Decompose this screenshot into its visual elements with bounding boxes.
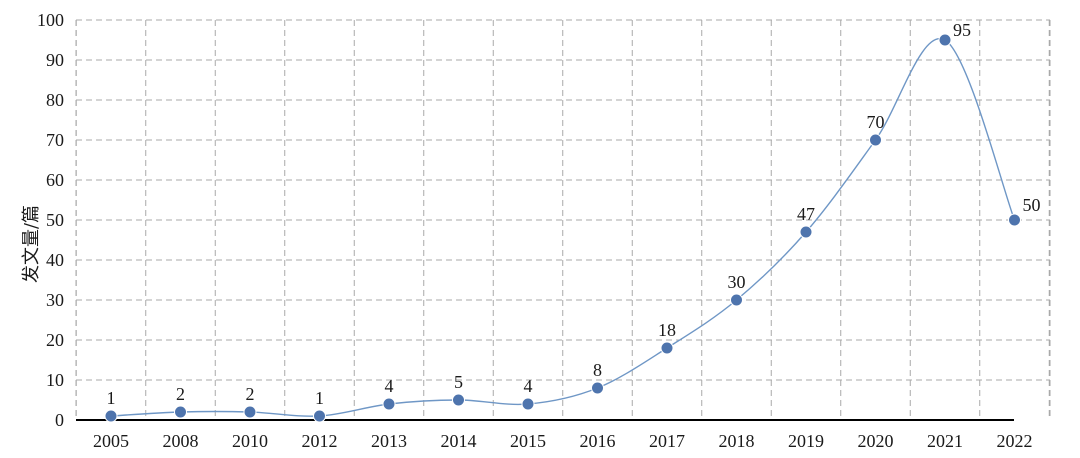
x-tick-label: 2021 — [927, 431, 963, 451]
data-point-marker — [1008, 213, 1021, 227]
data-label: 2 — [176, 384, 185, 404]
x-tick-label: 2012 — [302, 431, 338, 451]
data-label: 47 — [797, 204, 815, 224]
label-layer: 0 10 20 30 40 50 60 70 80 90 100 2005 2008 2010 2012 20… — [37, 10, 1041, 451]
y-tick-label: 40 — [46, 250, 64, 270]
grid-layer — [75, 19, 1051, 420]
x-tick-label: 2022 — [997, 431, 1033, 451]
y-tick-label: 0 — [55, 410, 64, 430]
data-point-marker — [521, 397, 535, 411]
data-label: 2 — [246, 384, 255, 404]
data-label: 1 — [315, 388, 324, 408]
x-tick-label: 2010 — [232, 431, 268, 451]
data-label: 5 — [454, 372, 463, 392]
data-point-marker — [243, 405, 257, 419]
x-tick-label: 2008 — [163, 431, 199, 451]
data-point-marker — [799, 225, 813, 239]
data-label: 50 — [1023, 195, 1041, 215]
x-tick-label: 2013 — [371, 431, 407, 451]
x-tick-label: 2018 — [719, 431, 755, 451]
data-point-marker — [591, 381, 604, 395]
data-point-marker — [104, 409, 118, 423]
data-point-marker — [730, 293, 743, 307]
data-label: 95 — [953, 20, 971, 40]
x-tick-label: 2020 — [858, 431, 894, 451]
data-point-marker — [938, 33, 952, 47]
x-tick-label: 2014 — [441, 431, 477, 451]
y-tick-label: 60 — [46, 170, 64, 190]
x-tick-label: 2019 — [788, 431, 824, 451]
x-tick-label: 2017 — [649, 431, 685, 451]
y-tick-label: 20 — [46, 330, 64, 350]
x-tick-label: 2015 — [510, 431, 546, 451]
data-label: 70 — [867, 112, 885, 132]
y-tick-label: 50 — [46, 210, 64, 230]
data-point-marker — [313, 409, 326, 423]
data-point-marker — [452, 393, 465, 407]
y-tick-label: 80 — [46, 90, 64, 110]
data-label: 18 — [658, 320, 676, 340]
y-tick-label: 70 — [46, 130, 64, 150]
x-tick-label: 2005 — [93, 431, 129, 451]
x-tick-label: 2016 — [580, 431, 616, 451]
data-label: 4 — [524, 376, 533, 396]
y-tick-label: 30 — [46, 290, 64, 310]
y-tick-label: 100 — [37, 10, 64, 30]
data-label: 8 — [593, 360, 602, 380]
data-point-marker — [869, 133, 882, 147]
y-axis-title: 发文量/篇 — [21, 205, 42, 283]
data-point-marker — [382, 397, 396, 411]
data-label: 30 — [728, 272, 746, 292]
data-label: 1 — [107, 388, 116, 408]
y-tick-label: 90 — [46, 50, 64, 70]
series-layer — [104, 33, 1021, 423]
data-point-marker — [174, 405, 187, 419]
data-point-marker — [660, 341, 674, 355]
y-tick-label: 10 — [46, 370, 64, 390]
data-label: 4 — [385, 376, 394, 396]
